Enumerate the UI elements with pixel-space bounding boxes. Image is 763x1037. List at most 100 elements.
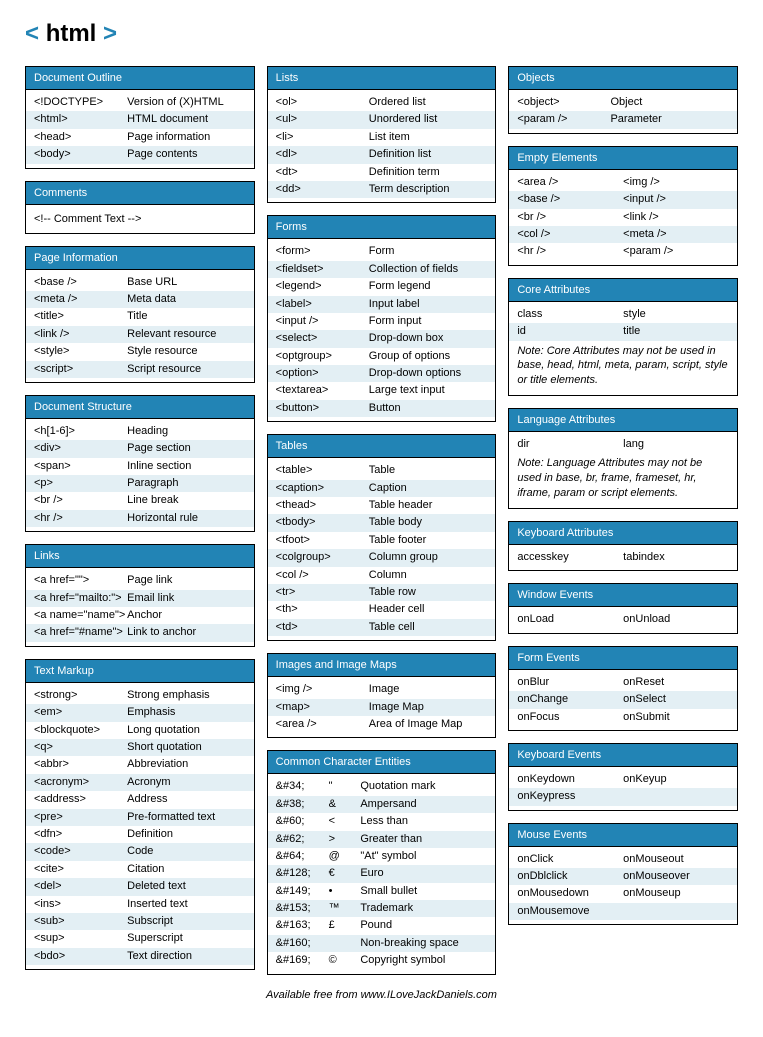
cell-desc: Collection of fields [369, 262, 488, 277]
cell-desc: Ordered list [369, 95, 488, 110]
section-header: Keyboard Attributes [509, 522, 737, 545]
section: Core AttributesclassstyleidtitleNote: Co… [508, 278, 738, 396]
table-row: <base />Base URL [26, 274, 254, 291]
table-row: <pre>Pre-formatted text [26, 809, 254, 826]
cell-tag: <tbody> [276, 515, 369, 530]
table-row: <blockquote>Long quotation [26, 722, 254, 739]
footer-text: Available free from www.ILoveJackDaniels… [25, 989, 738, 1001]
cell-right: lang [623, 437, 729, 452]
cell-tag: <li> [276, 130, 369, 145]
cell-code: &#34; [276, 779, 329, 794]
table-row: &#160;Non-breaking space [268, 935, 496, 952]
cell-desc: Form input [369, 314, 488, 329]
section-header: Core Attributes [509, 279, 737, 302]
table-row: <hr /><param /> [509, 243, 737, 260]
cell-desc: Deleted text [127, 879, 246, 894]
cell-desc: Input label [369, 297, 488, 312]
table-row: <fieldset>Collection of fields [268, 261, 496, 278]
cell-desc: Title [127, 309, 246, 324]
section-body: onKeydownonKeyuponKeypress [509, 767, 737, 810]
cell-symbol: > [329, 832, 361, 847]
table-row: dirlang [509, 436, 737, 453]
cell-tag: <h[1-6]> [34, 424, 127, 439]
cell-desc: Address [127, 792, 246, 807]
cell-right: <meta /> [623, 227, 729, 242]
cell-symbol: @ [329, 849, 361, 864]
cell-desc: Superscript [127, 931, 246, 946]
table-row: <optgroup>Group of options [268, 348, 496, 365]
section-body: dirlangNote: Language Attributes may not… [509, 432, 737, 508]
cell-tag: <optgroup> [276, 349, 369, 364]
cell-tag: <map> [276, 700, 369, 715]
table-row: <td>Table cell [268, 619, 496, 636]
cell-desc: Group of options [369, 349, 488, 364]
cell-tag: <table> [276, 463, 369, 478]
cell-right: style [623, 307, 729, 322]
logo: < html > [25, 20, 738, 48]
table-row: classstyle [509, 306, 737, 323]
table-row: <title>Title [26, 308, 254, 325]
section: Document Structure<h[1-6]>Heading<div>Pa… [25, 395, 255, 532]
section-header: Document Outline [26, 67, 254, 90]
section-note: Note: Core Attributes may not be used in… [509, 341, 737, 392]
table-row: <body>Page contents [26, 146, 254, 163]
table-row: <link />Relevant resource [26, 326, 254, 343]
cell-desc: Script resource [127, 362, 246, 377]
cell-desc: Column [369, 568, 488, 583]
table-row: <dl>Definition list [268, 146, 496, 163]
section-header: Comments [26, 182, 254, 205]
section-body: <base />Base URL<meta />Meta data<title>… [26, 270, 254, 382]
section: Page Information<base />Base URL<meta />… [25, 246, 255, 383]
table-row: <code>Code [26, 843, 254, 860]
cell-desc: Page link [127, 573, 246, 588]
cell-desc: Unordered list [369, 112, 488, 127]
cell-desc: Style resource [127, 344, 246, 359]
cell-tag: <q> [34, 740, 127, 755]
section: Language AttributesdirlangNote: Language… [508, 408, 738, 509]
cell-desc: Acronym [127, 775, 246, 790]
table-row: <h[1-6]>Heading [26, 423, 254, 440]
cell-code: &#64; [276, 849, 329, 864]
table-row: <html>HTML document [26, 111, 254, 128]
table-row: <ins>Inserted text [26, 896, 254, 913]
table-row: <select>Drop-down box [268, 330, 496, 347]
table-row: <acronym>Acronym [26, 774, 254, 791]
cell-tag: <a name="name"> [34, 608, 127, 623]
cell-right: tabindex [623, 550, 729, 565]
cell-desc: "At" symbol [360, 849, 487, 864]
table-row: <em>Emphasis [26, 704, 254, 721]
table-row: <label>Input label [268, 296, 496, 313]
cell-desc: Heading [127, 424, 246, 439]
cell-left: onDblclick [517, 869, 623, 884]
cell-desc: Parameter [610, 112, 729, 127]
cell-symbol: " [329, 779, 361, 794]
cell-code: &#163; [276, 918, 329, 933]
cell-tag: <col /> [276, 568, 369, 583]
table-row: <area />Area of Image Map [268, 716, 496, 733]
table-row: <th>Header cell [268, 601, 496, 618]
table-row: <span>Inline section [26, 458, 254, 475]
table-row: &#64;@"At" symbol [268, 848, 496, 865]
cell-right: onUnload [623, 612, 729, 627]
cell-desc: Column group [369, 550, 488, 565]
table-row: <ol>Ordered list [268, 94, 496, 111]
section-body: <table>Table<caption>Caption<thead>Table… [268, 458, 496, 640]
cell-symbol: € [329, 866, 361, 881]
cell-left: class [517, 307, 623, 322]
cell-tag: <colgroup> [276, 550, 369, 565]
table-row: accesskeytabindex [509, 549, 737, 566]
table-row: &#153;™Trademark [268, 900, 496, 917]
section-body: <object>Object<param />Parameter [509, 90, 737, 133]
cell-desc: Link to anchor [127, 625, 246, 640]
cell-left: <area /> [517, 175, 623, 190]
cell-right: onMouseover [623, 869, 729, 884]
cell-desc: Horizontal rule [127, 511, 246, 526]
section-body: <area /><img /><base /><input /><br /><l… [509, 170, 737, 265]
table-row: <br /><link /> [509, 209, 737, 226]
cell-desc: Drop-down box [369, 331, 488, 346]
section-body: <!-- Comment Text --> [26, 205, 254, 233]
table-row: <del>Deleted text [26, 878, 254, 895]
table-row: <param />Parameter [509, 111, 737, 128]
cell-tag: <code> [34, 844, 127, 859]
cell-desc: Email link [127, 591, 246, 606]
